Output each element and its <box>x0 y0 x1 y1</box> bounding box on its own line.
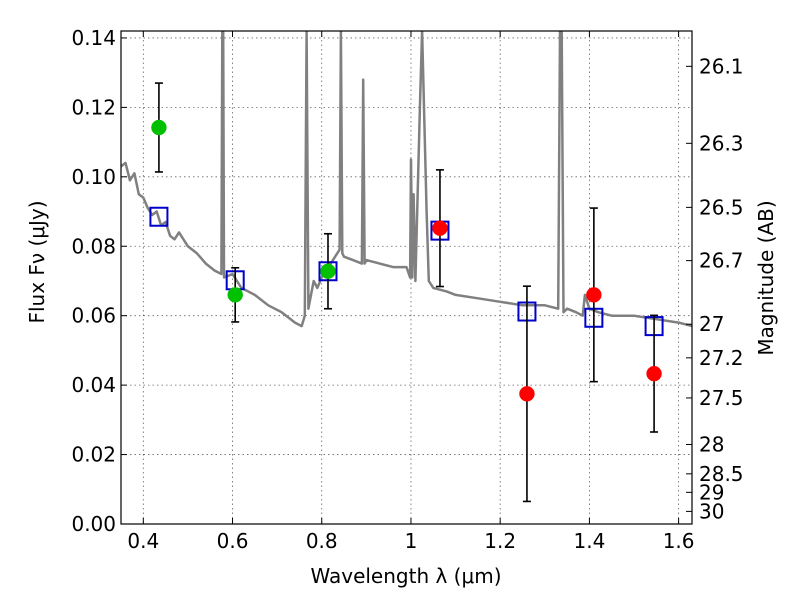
right-tick-label: 27.2 <box>699 346 744 370</box>
tick-layer <box>121 31 692 525</box>
x-tick-label: 1.2 <box>484 529 516 553</box>
x-tick-label: 0.6 <box>217 529 249 553</box>
right-tick-label: 28 <box>699 432 724 456</box>
model-spectrum-layer <box>121 31 692 328</box>
model-flux-square <box>149 206 169 227</box>
right-tick-label: 29 <box>699 480 724 504</box>
y-tick-label: 0.08 <box>71 234 116 258</box>
observed-flux-red-point <box>519 386 535 402</box>
right-tick-label: 26.1 <box>699 54 744 78</box>
x-tick-label: 1.4 <box>573 529 605 553</box>
x-tick-label: 0.8 <box>306 529 338 553</box>
tick-label-layer: 0.4 0.6 0.8 1 1.2 1.4 1.6 0.00 0.02 0.04 0.06 0.08 0… <box>71 26 743 553</box>
y-axis-label: Flux Fν (μJy) <box>25 200 49 323</box>
observed-flux-green-point <box>320 263 336 280</box>
right-tick-label: 27.5 <box>699 386 744 410</box>
x-tick-label: 1 <box>405 529 418 553</box>
observed-flux-red-point <box>586 287 602 303</box>
right-axis-label: Magnitude (AB) <box>754 200 778 355</box>
observed-flux-green-point <box>151 119 167 136</box>
grid-layer <box>121 31 692 525</box>
right-tick-label: 27 <box>699 312 724 336</box>
y-tick-label: 0.10 <box>71 165 116 189</box>
x-tick-label: 0.4 <box>127 529 159 553</box>
model-spectrum-line <box>121 31 692 328</box>
y-tick-label: 0.02 <box>71 443 116 467</box>
right-tick-label: 26.7 <box>699 249 744 273</box>
plot-frame <box>120 30 693 525</box>
right-tick-label: 26.3 <box>699 131 744 155</box>
y-tick-label: 0.14 <box>71 26 116 50</box>
marker-layer <box>149 82 664 503</box>
y-tick-label: 0.12 <box>71 95 116 119</box>
y-tick-label: 0.06 <box>71 304 116 328</box>
x-axis-label: Wavelength λ (μm) <box>310 564 501 588</box>
x-tick-label: 1.6 <box>663 529 695 553</box>
observed-flux-red-point <box>646 365 662 382</box>
right-tick-label: 30 <box>699 499 724 523</box>
right-tick-label: 28.5 <box>699 462 744 486</box>
y-tick-label: 0.00 <box>71 512 116 536</box>
observed-flux-red-point <box>432 220 448 236</box>
right-tick-label: 26.5 <box>699 195 744 219</box>
y-tick-label: 0.04 <box>71 373 116 397</box>
observed-flux-green-point <box>227 287 243 303</box>
